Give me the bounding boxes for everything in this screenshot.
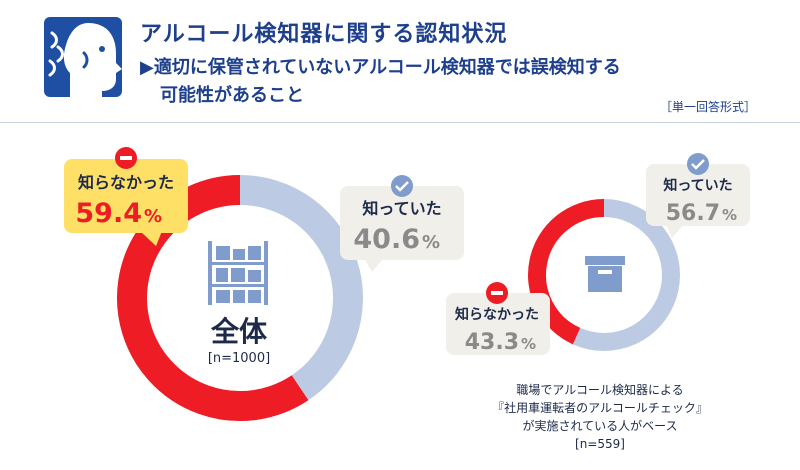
subgroup-known-unit: % [722,206,737,224]
storage-box-icon [585,256,625,292]
overall-known-unit: % [422,232,440,253]
subgroup-caption: 職場でアルコール検知器による 『社用車運転者のアルコールチェック』 が実施されて… [470,381,730,453]
check-circle-icon [687,153,709,175]
subtitle-line-2: 可能性があること [160,85,304,106]
caption-line-1: 職場でアルコール検知器による [516,383,684,397]
overall-not-known-label: 知らなかった [78,173,174,192]
page-subtitle: ▶適切に保管されていないアルコール検知器では誤検知する 可能性があること [140,54,621,110]
page-title: アルコール検知器に関する認知状況 [140,22,508,47]
answer-format-label: ［単一回答形式］ [659,100,756,114]
subgroup-slice-known [572,199,680,351]
logo [44,17,122,97]
subtitle-line-1: ▶適切に保管されていないアルコール検知器では誤検知する [140,57,621,78]
subgroup-known-value: 56.7 [666,201,720,226]
shelf-icon [208,241,268,305]
header-divider [0,122,800,123]
caption-line-3: が実施されている人がベース [522,419,678,433]
person-breathing-icon [48,23,122,97]
callout-subgroup-known: 知っていた 56.7 % [646,153,750,238]
overall-known-label: 知っていた [362,199,441,218]
overall-not-known-unit: % [144,206,162,227]
callout-subgroup-not-known: 知らなかった 43.3 % [446,282,550,355]
caption-line-2: 『社用車運転者のアルコールチェック』 [492,401,708,415]
donut-chart-subgroup [528,199,680,351]
check-circle-icon [391,175,413,197]
callout-overall-not-known: 知らなかった 59.4 % [64,147,188,246]
subgroup-not-known-unit: % [521,335,536,353]
subgroup-not-known-label: 知らなかった [455,306,539,323]
subgroup-n-label: [n=559] [575,437,625,451]
overall-known-value: 40.6 [353,224,420,255]
subgroup-slice-not-known [528,199,605,345]
callout-overall-known: 知っていた 40.6 % [340,175,464,272]
overall-n-label: [n=1000] [208,351,270,366]
overall-slice-known [239,175,363,401]
subgroup-not-known-value: 43.3 [465,330,519,355]
subgroup-known-label: 知っていた [663,177,732,194]
overall-not-known-value: 59.4 [75,198,142,229]
overall-center-label: 全体 [210,315,268,348]
